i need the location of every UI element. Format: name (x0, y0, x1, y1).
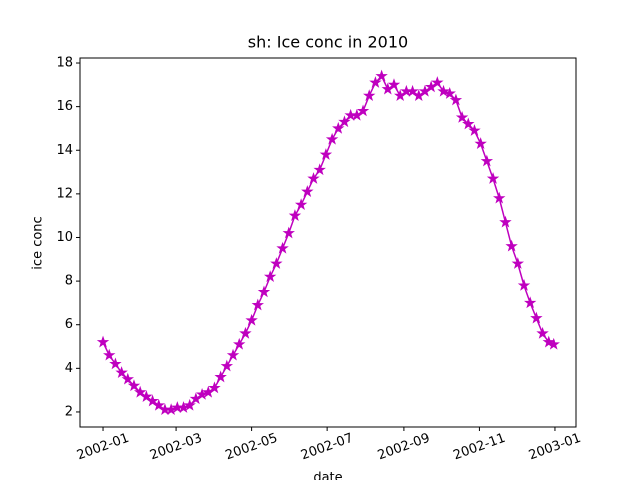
data-marker (480, 154, 494, 167)
x-tick-label: 2002-01 (75, 431, 131, 464)
data-marker (468, 124, 481, 136)
x-tick-label: 2002-05 (224, 431, 280, 464)
x-tick-label: 2002-11 (451, 431, 507, 464)
data-marker (375, 69, 388, 82)
data-marker (257, 285, 271, 298)
data-marker (517, 278, 531, 291)
data-marker (338, 115, 351, 128)
data-marker (152, 398, 165, 411)
chart-title: sh: Ice conc in 2010 (248, 33, 408, 52)
data-marker (511, 257, 525, 269)
data-marker (363, 89, 376, 102)
data-marker (530, 311, 543, 324)
data-marker (245, 313, 258, 326)
data-marker (294, 198, 308, 211)
y-tick-label: 4 (65, 361, 73, 376)
x-tick-label: 2002-03 (148, 431, 204, 464)
data-marker (505, 239, 518, 252)
data-marker (332, 121, 345, 134)
data-marker (369, 76, 382, 88)
x-axis-label: date (313, 471, 342, 480)
data-marker (183, 398, 196, 411)
data-marker (270, 257, 283, 269)
data-marker (443, 87, 456, 99)
data-marker (239, 326, 252, 339)
y-tick-label: 12 (56, 186, 73, 201)
data-marker (547, 337, 560, 350)
data-line (102, 74, 555, 411)
y-tick-label: 14 (56, 143, 73, 158)
data-marker (208, 381, 221, 394)
data-marker (288, 209, 302, 221)
data-marker (109, 357, 122, 370)
data-marker (499, 215, 512, 228)
data-marker (233, 337, 246, 350)
data-marker (127, 379, 141, 392)
data-marker (96, 335, 110, 348)
data-marker (301, 185, 314, 197)
x-tick-label: 2002-07 (299, 431, 355, 464)
data-marker (455, 111, 469, 123)
data-marker (133, 385, 147, 398)
data-marker (437, 84, 450, 97)
y-tick-label: 6 (65, 317, 73, 332)
data-marker (449, 93, 463, 106)
data-marker (486, 172, 500, 184)
data-marker (251, 298, 264, 311)
data-marker (226, 348, 240, 361)
data-marker (387, 78, 401, 91)
data-marker (474, 137, 487, 149)
y-tick-label: 8 (65, 274, 73, 289)
data-marker (276, 241, 289, 254)
data-marker (319, 148, 333, 160)
x-tick-label: 2002-09 (376, 431, 432, 464)
data-marker (282, 226, 295, 239)
data-marker (220, 359, 234, 372)
data-marker (121, 372, 134, 385)
data-marker (536, 326, 549, 339)
data-marker (307, 172, 320, 184)
plot-frame (79, 57, 577, 428)
data-marker (115, 366, 128, 378)
data-marker (542, 335, 555, 348)
data-marker (103, 348, 116, 361)
data-marker (214, 370, 227, 383)
data-marker (431, 76, 444, 88)
data-marker (356, 104, 370, 117)
data-marker (406, 84, 419, 97)
data-marker (313, 163, 326, 176)
y-tick-label: 18 (56, 56, 73, 71)
data-marker (140, 390, 153, 402)
data-marker (523, 296, 537, 309)
data-marker (146, 394, 159, 407)
data-marker (325, 132, 339, 145)
data-marker (263, 270, 277, 283)
y-tick-label: 10 (56, 230, 73, 245)
data-marker (493, 191, 506, 204)
x-tick-label: 2003-01 (527, 431, 583, 464)
y-axis-label: ice conc (31, 216, 46, 269)
y-tick-label: 16 (56, 99, 73, 114)
y-tick-label: 2 (65, 404, 73, 419)
data-marker (462, 117, 475, 130)
